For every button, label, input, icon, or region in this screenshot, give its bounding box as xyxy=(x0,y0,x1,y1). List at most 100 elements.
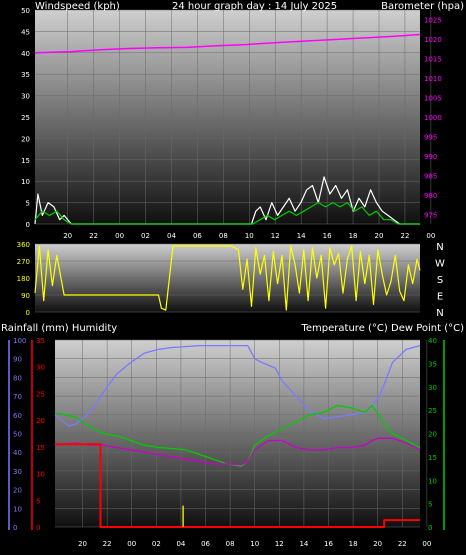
wind-x-tick-label: 14 xyxy=(297,232,306,240)
rainfall-line xyxy=(55,443,420,528)
climate-x-tick-label: 22 xyxy=(103,540,112,548)
climate-x-tick-label: 08 xyxy=(226,540,235,548)
humidity-y-tick-label: 90 xyxy=(13,356,22,364)
rain-humidity-label: Rainfall (mm) Humidity xyxy=(1,323,117,334)
humidity-y-tick-label: 70 xyxy=(13,393,22,401)
wind-y-tick-label: 40 xyxy=(21,50,30,58)
barometer-y-tick-label: 990 xyxy=(424,153,437,161)
rainfall-y-tick-label: 5 xyxy=(36,497,40,505)
dew_point-line xyxy=(54,437,421,466)
wind-x-tick-label: 18 xyxy=(349,232,358,240)
direction-line xyxy=(34,245,421,311)
humidity-y-tick-label: 30 xyxy=(13,468,22,476)
climate-x-tick-label: 22 xyxy=(398,540,407,548)
barometer-axis-label: Barometer (hpa) xyxy=(381,1,464,12)
compass-label: S xyxy=(437,275,443,286)
temperature-y-ticks: 0 5 10 15 20 25 30 35 40 xyxy=(428,337,437,532)
barometer-y-tick-label: 1010 xyxy=(424,75,442,83)
humidity-y-tick-label: 40 xyxy=(13,449,22,457)
rainfall-y-tick-label: 15 xyxy=(36,444,45,452)
barometer-y-tick-label: 985 xyxy=(424,172,437,180)
compass-label: E xyxy=(437,292,443,303)
climate-x-tick-label: 20 xyxy=(78,540,87,548)
climate-series xyxy=(54,344,421,528)
humidity-y-tick-label: 20 xyxy=(13,487,22,495)
barometer-y-tick-label: 975 xyxy=(424,211,437,219)
wind-y-tick-label: 35 xyxy=(21,71,30,79)
rainfall-y-tick-label: 20 xyxy=(36,417,45,425)
wind-y-tick-label: 15 xyxy=(21,157,30,165)
barometer-y-ticks: 975 980 985 990 995 1000 1005 1010 1015 1020 1025 xyxy=(424,17,442,220)
wind-x-tick-label: 16 xyxy=(323,232,332,240)
wind-y-tick-label: 25 xyxy=(21,114,30,122)
direction-series xyxy=(34,245,421,311)
direction-y-tick-label: 270 xyxy=(17,258,30,266)
rainfall-y-tick-label: 25 xyxy=(36,390,45,398)
barometer-y-tick-label: 1020 xyxy=(424,36,442,44)
wind-x-ticks: 20 22 00 02 04 06 08 10 12 14 16 18 20 22 00 xyxy=(63,232,435,240)
humidity-y-tick-label: 80 xyxy=(13,374,22,382)
barometer-y-tick-label: 1025 xyxy=(424,17,442,25)
direction-y-tick-label: 90 xyxy=(21,292,30,300)
humidity-y-tick-label: 10 xyxy=(13,505,22,513)
temperature-y-tick-label: 40 xyxy=(428,337,437,345)
barometer-y-tick-label: 1005 xyxy=(424,95,442,103)
wind-x-tick-label: 02 xyxy=(141,232,150,240)
humidity-y-tick-label: 60 xyxy=(13,412,22,420)
wind-y-ticks: 0 5 10 15 20 25 30 35 40 45 50 xyxy=(21,7,30,229)
wind-x-tick-label: 22 xyxy=(400,232,409,240)
temperature-y-tick-label: 5 xyxy=(428,501,432,509)
temperature-y-tick-label: 15 xyxy=(428,454,437,462)
compass-label: W xyxy=(435,259,445,270)
wind-y-tick-label: 30 xyxy=(21,93,30,101)
climate-x-tick-label: 06 xyxy=(201,540,210,548)
wind-x-tick-label: 22 xyxy=(89,232,98,240)
rainfall-y-tick-label: 10 xyxy=(36,471,45,479)
climate-x-tick-label: 04 xyxy=(176,540,185,548)
wind-y-tick-label: 20 xyxy=(21,135,30,143)
barometer-line xyxy=(34,33,421,54)
wind-x-tick-label: 20 xyxy=(63,232,72,240)
climate-x-tick-label: 18 xyxy=(349,540,358,548)
direction-y-tick-label: 0 xyxy=(26,309,30,317)
direction-y-tick-label: 180 xyxy=(17,275,30,283)
wind-x-tick-label: 20 xyxy=(375,232,384,240)
climate-x-ticks: 20 22 00 02 04 06 08 10 12 14 16 18 20 22 00 xyxy=(78,540,431,548)
temperature-y-tick-label: 35 xyxy=(428,360,437,368)
barometer-y-tick-label: 980 xyxy=(424,192,437,200)
wind-axis-label: Windspeed (kph) xyxy=(35,1,120,12)
wind-y-tick-label: 50 xyxy=(21,7,30,15)
wind-x-tick-label: 06 xyxy=(193,232,202,240)
compass-label: N xyxy=(436,242,443,253)
climate-x-tick-label: 12 xyxy=(275,540,284,548)
wind-x-tick-label: 04 xyxy=(167,232,176,240)
direction-y-ticks: 0 90 180 270 360 xyxy=(17,241,30,317)
wind-y-tick-label: 0 xyxy=(26,221,30,229)
wind-x-tick-label: 08 xyxy=(219,232,228,240)
climate-x-tick-label: 14 xyxy=(299,540,308,548)
climate-x-tick-label: 00 xyxy=(422,540,431,548)
humidity-y-tick-label: 0 xyxy=(13,524,17,532)
wind-grid xyxy=(35,9,432,225)
climate-x-tick-label: 00 xyxy=(127,540,136,548)
humidity-y-ticks: 0 10 20 30 40 50 60 70 80 90 100 xyxy=(13,337,26,532)
direction-y-tick-label: 360 xyxy=(17,241,30,249)
wind-y-tick-label: 45 xyxy=(21,28,30,36)
humidity-y-tick-label: 100 xyxy=(13,337,26,345)
wind-x-tick-label: 00 xyxy=(426,232,435,240)
temperature-y-tick-label: 20 xyxy=(428,431,437,439)
rainfall-y-tick-label: 30 xyxy=(36,364,45,372)
barometer-y-tick-label: 1015 xyxy=(424,56,442,64)
climate-x-tick-label: 20 xyxy=(373,540,382,548)
climate-x-tick-label: 10 xyxy=(250,540,259,548)
wind_avg-line xyxy=(34,202,420,225)
chart-title: 24 hour graph day : 14 July 2025 xyxy=(172,1,337,12)
wind-series xyxy=(34,33,421,225)
wind-y-tick-label: 5 xyxy=(26,200,30,208)
compass-label: N xyxy=(436,308,443,319)
temperature-y-tick-label: 10 xyxy=(428,477,437,485)
climate-x-tick-label: 16 xyxy=(324,540,333,548)
temperature-y-tick-label: 25 xyxy=(428,407,437,415)
